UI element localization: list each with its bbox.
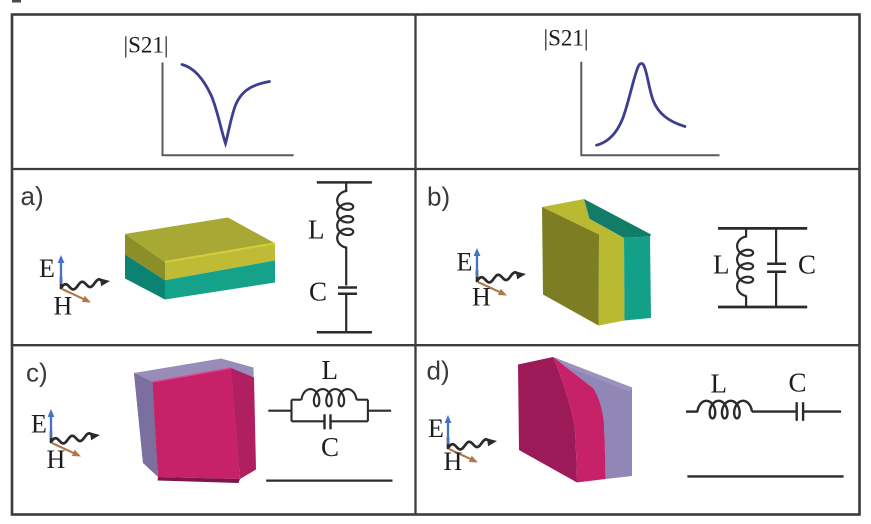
svg-text:d): d) xyxy=(427,356,450,386)
svg-text:|S21|: |S21| xyxy=(124,33,169,58)
svg-text:L: L xyxy=(308,215,325,245)
svg-text:L: L xyxy=(711,369,728,399)
svg-text:H: H xyxy=(472,283,491,312)
svg-text:E: E xyxy=(457,248,473,277)
svg-text:C: C xyxy=(321,432,339,462)
svg-text:b): b) xyxy=(427,182,450,212)
svg-text:C: C xyxy=(789,368,807,398)
svg-text:H: H xyxy=(47,445,66,474)
svg-text:C: C xyxy=(309,277,327,307)
svg-text:H: H xyxy=(444,447,463,476)
svg-text:L: L xyxy=(322,355,339,385)
svg-text:H: H xyxy=(54,292,73,321)
svg-text:a): a) xyxy=(21,181,44,211)
svg-text:E: E xyxy=(428,414,444,443)
svg-text:c): c) xyxy=(26,358,48,388)
svg-text:E: E xyxy=(39,254,55,283)
svg-text:|S21|: |S21| xyxy=(544,26,589,51)
svg-text:E: E xyxy=(31,410,47,439)
svg-text:C: C xyxy=(798,250,816,280)
svg-text:L: L xyxy=(713,250,730,280)
